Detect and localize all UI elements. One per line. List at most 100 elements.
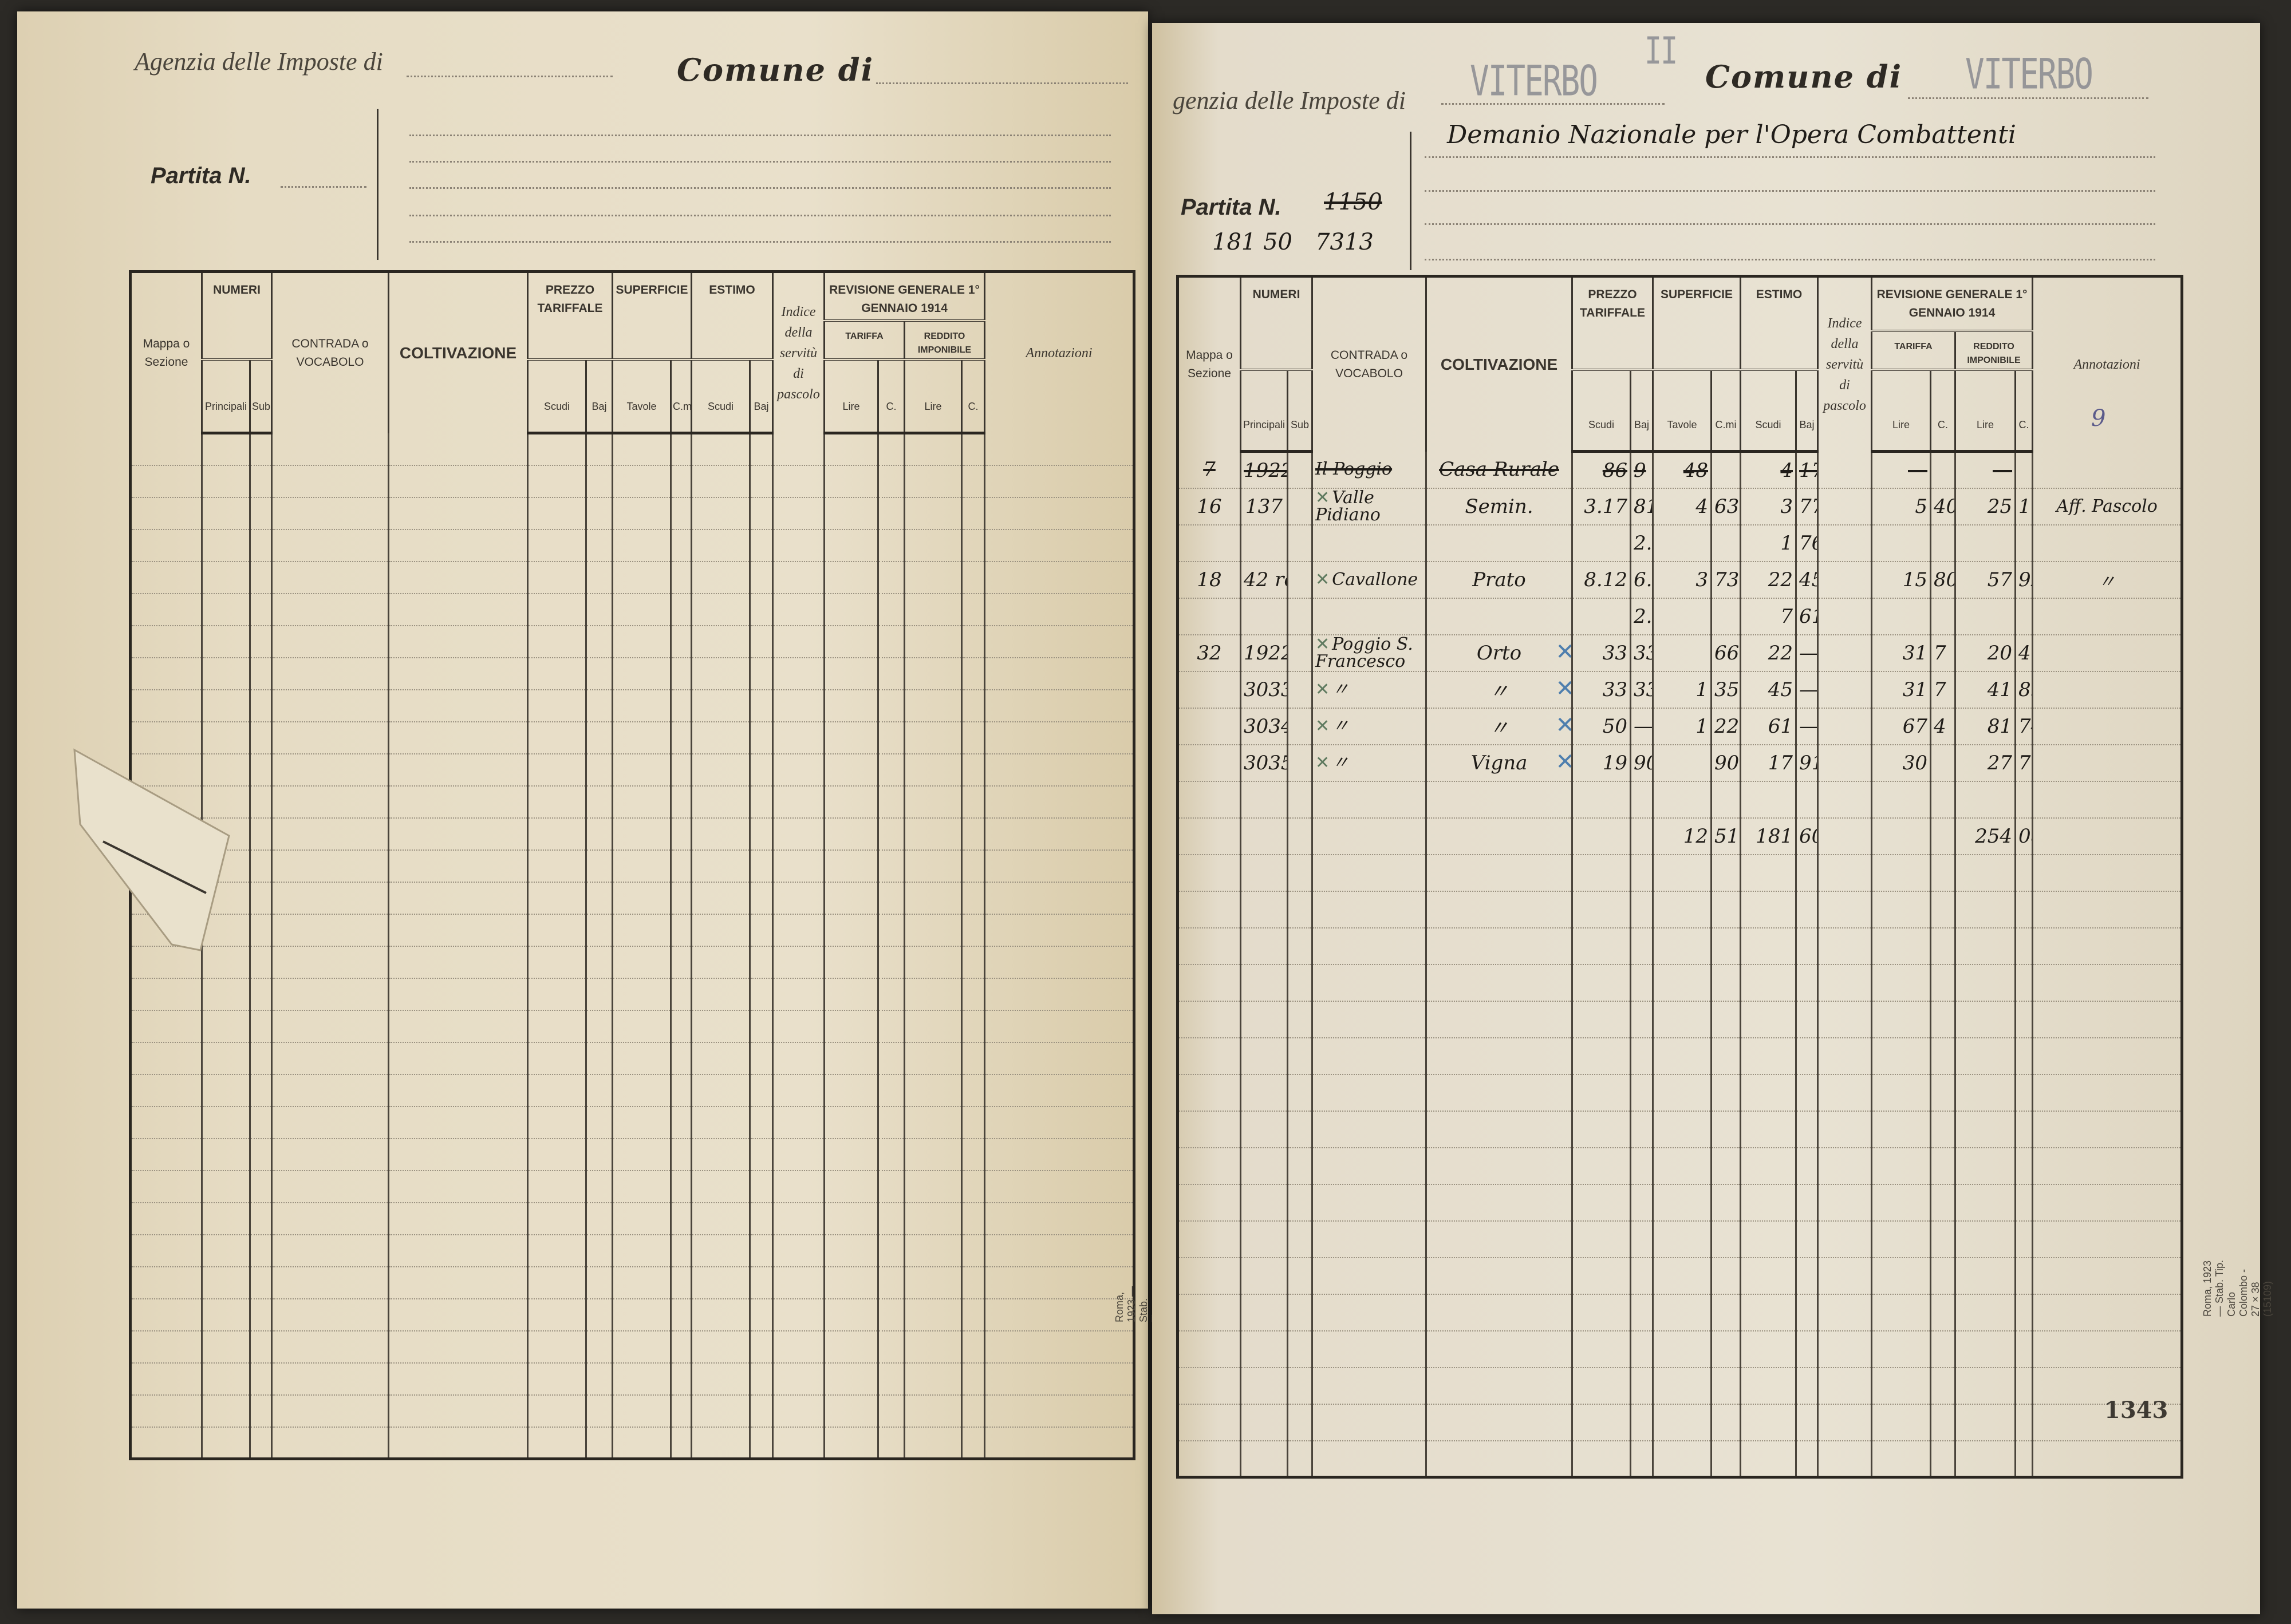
- cell-tariffa-c: [1930, 964, 1957, 1002]
- cell-mappa: [129, 561, 203, 594]
- cell-indice: [772, 1074, 826, 1107]
- cell-coltivazione: [388, 1234, 529, 1267]
- cell-sup-cmi: [1710, 1111, 1741, 1148]
- cell-sup-tavole: [1652, 1184, 1712, 1222]
- cell-annotazioni: [984, 497, 1135, 530]
- cell-sup-tavole: [612, 1234, 672, 1267]
- cell-mappa: [1177, 1111, 1241, 1148]
- cell-prezzo-baj: [585, 1010, 613, 1043]
- cell-reddito-lire: [904, 1170, 963, 1203]
- cell-reddito-lire: [1954, 964, 2017, 1002]
- table-row: [1177, 854, 2183, 892]
- cell-sup-cmi: [1710, 927, 1741, 965]
- cell-coltivazione: [388, 1394, 529, 1428]
- cell-prezzo-baj: [585, 1362, 613, 1396]
- cell-reddito-c: 92: [2014, 561, 2034, 599]
- cell-prezzo-scudi: 50: [1571, 708, 1631, 745]
- cell-mappa: [1177, 598, 1241, 635]
- table-row: [1177, 964, 2183, 1002]
- cell-tariffa-c: 7: [1930, 634, 1957, 672]
- cell-sup-cmi: [670, 721, 692, 754]
- cell-sup-tavole: [1652, 1111, 1712, 1148]
- blue-check-icon: ✕: [1555, 675, 1570, 702]
- cell-sup-cmi: [1710, 854, 1741, 892]
- cell-reddito-c: [2014, 964, 2034, 1002]
- cell-coltivazione: [1425, 1367, 1573, 1405]
- cell-sub: [249, 1202, 273, 1235]
- cell-sup-cmi: [670, 1170, 692, 1203]
- cell-coltivazione: [388, 625, 529, 658]
- cell-contrada: [1311, 927, 1427, 965]
- cell-contrada: [1311, 817, 1427, 855]
- cell-prezzo-scudi: [527, 1394, 587, 1428]
- cell-estimo-baj: [748, 946, 774, 979]
- cell-tariffa-lire: [1871, 1330, 1932, 1368]
- cell-estimo-scudi: [691, 433, 751, 466]
- cell-contrada: [271, 1106, 389, 1139]
- cell-sup-cmi: [670, 1298, 692, 1331]
- cell-contrada: [271, 465, 389, 498]
- cell-sup-cmi: [1710, 1220, 1741, 1258]
- cell-sup-tavole: 1: [1652, 708, 1712, 745]
- cell-coltivazione: [1425, 1147, 1573, 1185]
- cell-contrada: [1311, 1367, 1427, 1405]
- cell-coltivazione: [1425, 1257, 1573, 1295]
- header-row: Mappa o Sezione NUMERI CONTRADA o VOCABOLO…: [129, 271, 1135, 433]
- cell-mappa: [129, 1330, 203, 1364]
- cell-prezzo-scudi: [527, 561, 587, 594]
- cell-sup-cmi: [670, 978, 692, 1011]
- cell-tariffa-lire: [823, 561, 880, 594]
- cell-sup-tavole: [612, 433, 672, 466]
- cell-coltivazione: [388, 689, 529, 722]
- cell-annotazioni: [984, 1330, 1135, 1364]
- cell-prezzo-scudi: [1571, 1001, 1631, 1038]
- cell-principali: [1240, 891, 1288, 928]
- cell-tariffa-c: [877, 657, 906, 690]
- cell-mappa: [129, 1106, 203, 1139]
- header-baj: Baj: [1630, 369, 1654, 453]
- cell-estimo-scudi: [1740, 1184, 1797, 1222]
- cell-mappa: 32: [1177, 634, 1241, 672]
- table-row: [1177, 1404, 2183, 1441]
- cell-reddito-c: [2014, 451, 2034, 489]
- cell-prezzo-scudi: [1571, 927, 1631, 965]
- cell-estimo-baj: [748, 625, 774, 658]
- cell-sub: [1287, 1404, 1313, 1441]
- cell-sub: [249, 1266, 273, 1299]
- cell-principali: [201, 785, 251, 819]
- cell-indice: [1817, 1294, 1873, 1331]
- cell-annotazioni: [984, 1170, 1135, 1203]
- cell-sub: [249, 817, 273, 851]
- cell-reddito-lire: [904, 914, 963, 947]
- cell-annotazioni: [984, 914, 1135, 947]
- header-annotazioni: Annotazioni: [2032, 276, 2183, 452]
- agency-label: Agenzia delle Imposte di: [135, 48, 383, 76]
- cell-coltivazione: [1425, 1404, 1573, 1441]
- cell-coltivazione: [388, 433, 529, 466]
- cell-prezzo-scudi: [1571, 1037, 1631, 1075]
- table-row: [1177, 781, 2183, 819]
- cell-indice: [1817, 1111, 1873, 1148]
- cell-reddito-c: [961, 1202, 986, 1235]
- cell-indice: [1817, 1220, 1873, 1258]
- header-cmi: C.mi: [670, 359, 692, 435]
- cell-reddito-lire: 20: [1954, 634, 2017, 672]
- cell-tariffa-c: [1930, 1037, 1957, 1075]
- cell-indice: [772, 657, 826, 690]
- cell-reddito-c: [2014, 1440, 2034, 1478]
- cell-estimo-scudi: [691, 721, 751, 754]
- cell-estimo-baj: [748, 1330, 774, 1364]
- cell-contrada: [271, 785, 389, 819]
- cell-contrada: [1311, 781, 1427, 819]
- table-row: [1177, 1220, 2183, 1258]
- cell-prezzo-baj: [585, 561, 613, 594]
- header-baj: Baj: [748, 359, 774, 435]
- cell-prezzo-baj: [1630, 1184, 1654, 1222]
- cell-reddito-c: [961, 1330, 986, 1364]
- cell-indice: [1817, 817, 1873, 855]
- cell-mappa: [129, 1074, 203, 1107]
- cell-sup-tavole: 1: [1652, 671, 1712, 709]
- header-prezzo-tariffale: PREZZO TARIFFALE: [527, 271, 613, 361]
- cell-contrada: [271, 914, 389, 947]
